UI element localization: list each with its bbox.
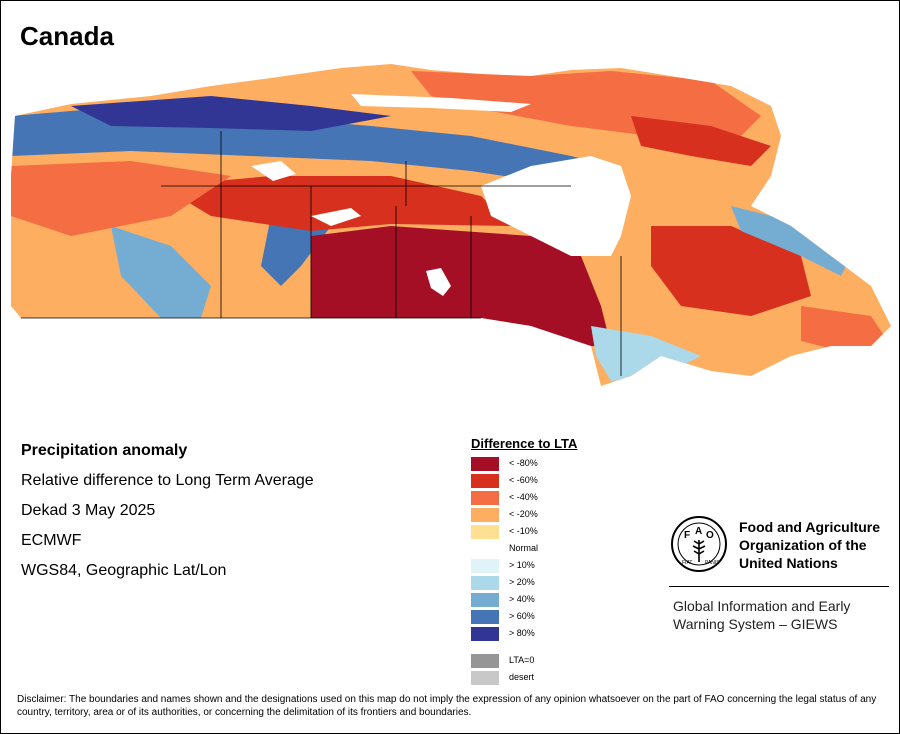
legend-dry-group: < -80% < -60% < -40% < -20% < -10%	[471, 455, 651, 540]
dry-zone-maritimes	[801, 306, 891, 351]
giews-line: Warning System – GIEWS	[673, 616, 838, 632]
legend-item: < -80%	[471, 455, 651, 472]
svg-text:PANIS: PANIS	[705, 560, 720, 566]
info-subtitle: Relative difference to Long Term Average	[21, 472, 314, 489]
great-slave-lake	[311, 208, 361, 226]
legend-item: > 80%	[471, 625, 651, 642]
lake-winnipeg	[426, 268, 451, 296]
arctic-channel	[351, 94, 531, 112]
legend-swatch	[471, 525, 499, 539]
legend-item: < -10%	[471, 523, 651, 540]
legend-swatch	[471, 654, 499, 668]
legend-item: > 40%	[471, 591, 651, 608]
legend-label: < -20%	[509, 509, 538, 519]
legend-swatch	[471, 576, 499, 590]
legend-item: > 20%	[471, 574, 651, 591]
very-dry-zone-baffin	[631, 116, 771, 166]
legend-wet-group: > 10% > 20% > 40% > 60% > 80%	[471, 557, 651, 642]
dry-zone-quebec	[651, 226, 811, 316]
info-heading: Precipitation anomaly	[21, 442, 188, 459]
svg-text:A: A	[695, 526, 702, 537]
fao-name: Food and Agriculture Organization of the…	[739, 518, 899, 572]
map-title: Canada	[20, 21, 114, 51]
fao-name-line: Organization of the	[739, 537, 867, 553]
legend-label: desert	[509, 672, 535, 682]
legend-swatch	[471, 610, 499, 624]
legend-special-group: LTA=0 desert	[471, 652, 651, 686]
svg-text:F: F	[684, 530, 690, 541]
legend-label: > 40%	[509, 594, 535, 604]
legend-item: desert	[471, 669, 651, 686]
legend-swatch	[471, 457, 499, 471]
info-period: Dekad 3 May 2025	[21, 502, 156, 519]
legend-normal-label: Normal	[509, 543, 539, 553]
fao-emblem-icon: F A O FIAT PANIS	[671, 516, 727, 572]
legend-item: < -60%	[471, 472, 651, 489]
legend-title: Difference to LTA	[471, 436, 578, 451]
dry-zone-central	[161, 176, 511, 231]
legend-label: < -40%	[509, 492, 538, 502]
legend-label: > 10%	[509, 560, 535, 570]
divider	[669, 586, 889, 587]
great-bear-lake	[251, 161, 296, 181]
legend-item: LTA=0	[471, 652, 651, 669]
very-wet-zone-arctic	[71, 96, 391, 131]
legend-swatch	[471, 491, 499, 505]
very-dry-zone-prairies	[311, 226, 611, 346]
legend-swatch	[471, 627, 499, 641]
legend-label: < -10%	[509, 526, 538, 536]
giews-line: Global Information and Early	[673, 598, 851, 614]
wet-zone-quebec-north	[731, 206, 851, 276]
info-projection: WGS84, Geographic Lat/Lon	[21, 562, 227, 579]
fao-name-line: Food and Agriculture	[739, 519, 881, 535]
legend-item: > 60%	[471, 608, 651, 625]
legend-swatch	[471, 474, 499, 488]
legend-swatch	[471, 508, 499, 522]
giews-system-name: Global Information and Early Warning Sys…	[673, 597, 893, 633]
anomaly-map	[11, 56, 891, 396]
legend-label: > 20%	[509, 577, 535, 587]
svg-text:O: O	[706, 530, 714, 541]
anomaly-fields	[11, 71, 891, 381]
legend-label: > 80%	[509, 628, 535, 638]
legend-label: < -60%	[509, 475, 538, 485]
map-canvas	[11, 64, 891, 386]
legend-normal: Normal	[471, 540, 651, 557]
legend-label: < -80%	[509, 458, 538, 468]
legend-item: < -20%	[471, 506, 651, 523]
dry-zone-west	[11, 161, 231, 236]
provincial-borders	[21, 131, 622, 376]
legend-item: < -40%	[471, 489, 651, 506]
legend-label: > 60%	[509, 611, 535, 621]
legend-swatch	[471, 559, 499, 573]
disclaimer: Disclaimer: The boundaries and names sho…	[17, 694, 877, 718]
map-info: Precipitation anomaly Relative differenc…	[21, 441, 314, 591]
info-source: ECMWF	[21, 532, 82, 549]
legend-label: LTA=0	[509, 655, 535, 665]
legend-swatch	[471, 671, 499, 685]
fao-name-line: United Nations	[739, 555, 838, 571]
legend-swatch	[471, 593, 499, 607]
legend: Difference to LTA < -80% < -60% < -40% < -2…	[471, 436, 651, 686]
wet-zone-pacific-coast	[111, 226, 211, 318]
svg-text:FIAT: FIAT	[682, 560, 692, 566]
hudson-bay	[481, 156, 631, 256]
legend-item: > 10%	[471, 557, 651, 574]
